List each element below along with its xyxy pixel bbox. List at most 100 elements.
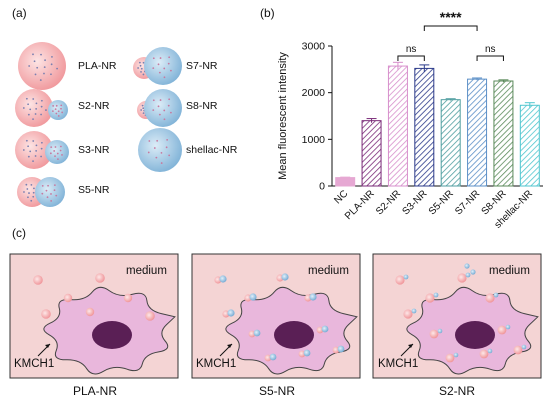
- shellac-nanoparticle: [465, 272, 471, 278]
- shellac-nanoparticle: [437, 328, 443, 334]
- particle-label-pla: PLA-NR: [78, 60, 117, 72]
- particle-dot: [51, 55, 53, 58]
- pla-sphere: [18, 42, 66, 90]
- x-tick-label: S2-NR: [374, 188, 403, 217]
- particle-dot: [32, 118, 34, 121]
- particle-dot: [165, 146, 168, 149]
- cell-nucleus: [92, 321, 132, 349]
- particle-dot: [140, 70, 142, 73]
- particle-dot: [138, 61, 141, 64]
- particle-dot: [142, 61, 145, 64]
- shellac-nanoparticle: [411, 308, 417, 314]
- shellac-sphere: [144, 47, 182, 85]
- particle-dot: [45, 189, 48, 192]
- cell-panel-3: [372, 253, 542, 379]
- particle-dot: [53, 150, 56, 152]
- cell-pointer-arrowhead: [408, 344, 413, 348]
- particle-dot: [148, 140, 151, 142]
- particle-dot: [29, 108, 32, 111]
- particle-s3: [15, 131, 69, 169]
- particle-dot: [50, 193, 52, 195]
- bar-s3-nr: [414, 67, 435, 187]
- pla-sphere: [15, 131, 53, 169]
- particle-dot: [60, 104, 63, 107]
- particle-dot: [168, 98, 171, 101]
- particle-dot: [153, 147, 156, 149]
- particle-dot: [54, 155, 56, 158]
- particle-dot: [152, 109, 155, 112]
- shellac-nanoparticle: [521, 344, 527, 350]
- pla-nanoparticle: [513, 345, 523, 355]
- pla-nanoparticle: [425, 293, 435, 303]
- shellac-nanoparticle: [269, 353, 277, 361]
- particle-dot: [50, 200, 53, 202]
- particle-s8: [137, 89, 182, 127]
- y-tick-label: 2000: [302, 87, 326, 99]
- y-axis-title: Mean fluorescent intensity: [277, 52, 289, 180]
- bar-pla-nr: [361, 120, 382, 187]
- y-tick-label: 1000: [302, 134, 326, 146]
- particle-dot: [147, 151, 150, 154]
- bar-nc: [335, 177, 356, 187]
- particle-dot: [35, 150, 38, 152]
- particle-dot: [140, 109, 143, 111]
- shellac-nanoparticle: [487, 348, 493, 354]
- particle-dot: [59, 149, 62, 152]
- particle-dot: [156, 139, 159, 142]
- particle-dot: [46, 196, 49, 199]
- particle-dot: [55, 112, 58, 115]
- particle-dot: [50, 63, 53, 66]
- particle-dot: [157, 63, 160, 66]
- particle-dot: [57, 115, 60, 117]
- bar-s7-nr: [467, 78, 488, 187]
- particle-dot: [40, 155, 42, 158]
- particle-dot: [50, 146, 53, 149]
- particle-dot: [40, 105, 43, 108]
- cell-label-1: KMCH1: [14, 358, 55, 370]
- shellac-sphere: [45, 140, 69, 164]
- shellac-nanoparticle: [321, 325, 329, 333]
- particle-dot: [43, 66, 46, 69]
- shellac-nanoparticle: [219, 275, 227, 283]
- shellac-sphere: [35, 177, 65, 207]
- particle-dot: [142, 73, 145, 76]
- shellac-nanoparticle: [453, 352, 459, 358]
- cell-label-3: KMCH1: [378, 358, 419, 370]
- shellac-nanoparticle: [470, 269, 476, 275]
- particle-dot: [55, 194, 58, 197]
- particle-dot: [23, 191, 25, 193]
- particle-dot: [32, 160, 34, 163]
- shellac-nanoparticle: [464, 263, 470, 269]
- particle-dot: [168, 154, 171, 157]
- shellac-nanoparticle: [493, 292, 499, 298]
- particle-dot: [159, 99, 162, 101]
- x-tick-label: S5-NR: [427, 188, 456, 217]
- particle-dot: [30, 199, 33, 202]
- particle-dot: [27, 145, 30, 148]
- particle-dot: [32, 195, 35, 198]
- particle-dot: [32, 53, 34, 56]
- nanoparticle-schematic: [15, 42, 182, 207]
- particle-label-s8: S8-NR: [186, 100, 218, 112]
- particle-dot: [56, 152, 59, 155]
- significance-bracket: [423, 25, 478, 31]
- particle-dot: [137, 67, 140, 69]
- particle-dot: [160, 162, 163, 164]
- particle-label-s5: S5-NR: [78, 184, 110, 196]
- significance-bracket: [476, 55, 504, 61]
- particle-dot: [155, 156, 158, 159]
- particle-dot: [47, 184, 49, 187]
- particle-dot: [140, 67, 143, 70]
- particle-label-s7: S7-NR: [186, 60, 218, 72]
- particle-dot: [22, 107, 25, 109]
- significance-label: ns: [485, 44, 496, 55]
- particle-dot: [55, 104, 58, 107]
- shellac-nanoparticle: [281, 273, 289, 281]
- particle-dot: [61, 154, 63, 156]
- particle-dot: [40, 99, 43, 102]
- cell-nucleus: [455, 321, 495, 349]
- significance-bracket: [397, 55, 425, 61]
- x-tick-label: PLA-NR: [343, 188, 377, 222]
- particle-dot: [141, 104, 144, 107]
- shellac-nanoparticle: [249, 293, 257, 301]
